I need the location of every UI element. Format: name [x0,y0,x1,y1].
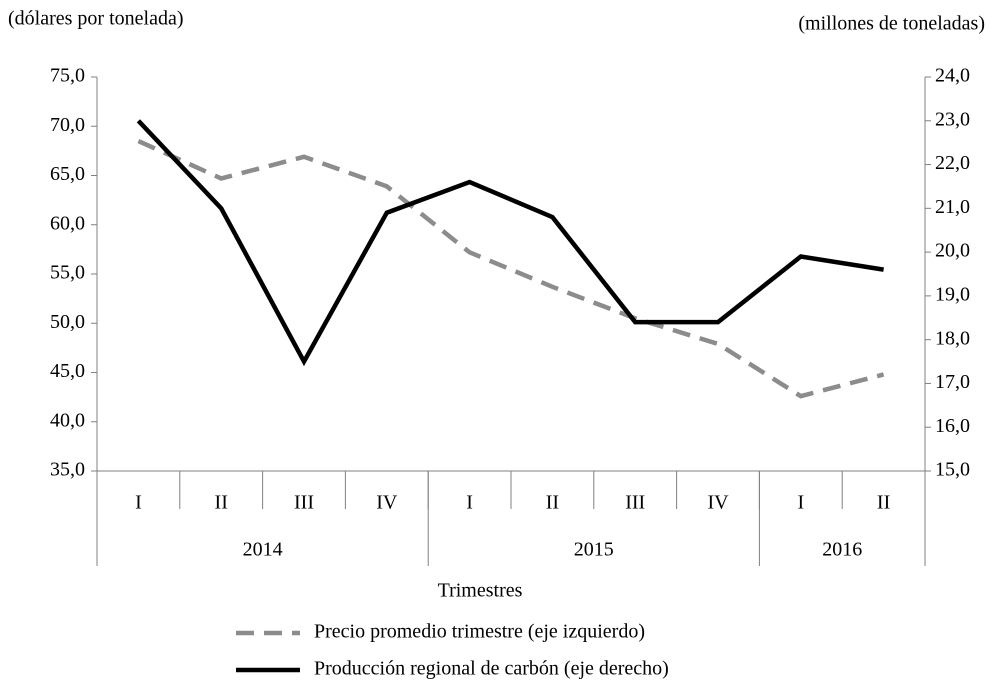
x-tick-label: II [877,492,890,514]
y-tick-label: 60,0 [50,212,85,234]
y-tick-label: 65,0 [50,163,85,185]
y2-tick-label: 19,0 [935,283,970,305]
x-tick-label: I [797,492,804,514]
x-tick-label: II [215,492,228,514]
group-label: 2015 [574,539,614,561]
x-tick-label: IV [376,492,398,514]
series-line [137,138,885,399]
y-tick-label: 75,0 [50,65,85,87]
y-tick-label: 40,0 [50,409,85,431]
y2-tick-label: 20,0 [935,240,970,262]
y2-tick-label: 15,0 [935,459,970,481]
x-tick-label: III [294,492,314,514]
group-label: 2014 [243,539,283,561]
y-tick-label: 35,0 [50,459,85,481]
y2-tick-label: 24,0 [935,65,970,87]
y-tick-label: 45,0 [50,360,85,382]
y2-axis-label: (millones de toneladas) [798,13,985,35]
y-axis-label: (dólares por tonelada) [8,8,183,30]
y-tick-label: 70,0 [50,114,85,136]
legend-label: Producción regional de carbón (eje derec… [314,658,669,680]
y2-tick-label: 23,0 [935,108,970,130]
y2-tick-label: 21,0 [935,196,970,218]
group-label: 2016 [822,539,862,561]
series-line [136,119,884,367]
x-tick-label: III [625,492,645,514]
x-tick-label: I [135,492,142,514]
x-tick-label: IV [707,492,729,514]
y2-tick-label: 22,0 [935,152,970,174]
y2-tick-label: 18,0 [935,327,970,349]
x-tick-label: I [466,492,473,514]
y2-tick-label: 16,0 [935,415,970,437]
y-tick-label: 55,0 [50,262,85,284]
y2-tick-label: 17,0 [935,371,970,393]
x-axis-label: Trimestres [438,580,523,602]
y-tick-label: 50,0 [50,311,85,333]
x-tick-label: II [546,492,559,514]
legend-label: Precio promedio trimestre (eje izquierdo… [314,621,645,643]
